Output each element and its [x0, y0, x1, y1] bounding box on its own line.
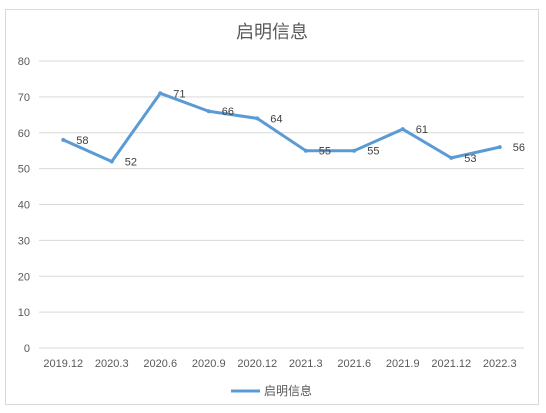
x-tick-label: 2022.3: [483, 358, 517, 370]
y-axis: 0 10 20 30 40 50 60 70 80: [18, 56, 30, 355]
x-tick-label: 2019.12: [43, 358, 83, 370]
data-point: [109, 159, 114, 164]
series-line: [61, 91, 502, 163]
data-label: 55: [367, 146, 379, 158]
data-point: [497, 145, 502, 150]
y-tick-label: 40: [18, 200, 30, 212]
x-tick-label: 2021.9: [386, 358, 420, 370]
data-point: [206, 109, 211, 114]
x-tick-label: 2020.12: [237, 358, 277, 370]
x-tick-label: 2020.9: [192, 358, 226, 370]
x-tick-label: 2020.3: [95, 358, 129, 370]
x-tick-label: 2021.6: [337, 358, 371, 370]
y-tick-label: 70: [18, 92, 30, 104]
y-tick-label: 10: [18, 307, 30, 319]
data-point: [303, 148, 308, 153]
y-tick-label: 50: [18, 164, 30, 176]
data-point: [61, 137, 66, 142]
data-label: 56: [513, 142, 525, 154]
data-label: 71: [173, 88, 185, 100]
legend: 启明信息: [231, 383, 312, 398]
x-axis: 2019.12 2020.3 2020.6 2020.9 2020.12 2021.3 20…: [43, 358, 516, 370]
legend-label: 启明信息: [264, 383, 312, 398]
y-tick-label: 80: [18, 56, 30, 68]
data-point: [449, 155, 454, 160]
x-tick-label: 2021.3: [289, 358, 323, 370]
data-point: [158, 91, 163, 96]
data-point: [352, 148, 357, 153]
y-tick-label: 30: [18, 235, 30, 247]
data-label: 58: [76, 135, 88, 147]
data-label: 61: [416, 124, 428, 136]
chart-title: 启明信息: [236, 22, 308, 43]
data-labels: 58 52 71 66 64 55 55 61 53 56: [76, 88, 525, 168]
chart-container: 启明信息 0 10 20 30 40 50 60 70 80 2019.12 2020.3 2020…: [5, 9, 539, 405]
data-label: 52: [125, 156, 137, 168]
line-chart: 启明信息 0 10 20 30 40 50 60 70 80 2019.12 2020.3 2020…: [18, 22, 525, 398]
series-layer: [61, 91, 502, 164]
x-tick-label: 2020.6: [143, 358, 177, 370]
y-tick-label: 60: [18, 128, 30, 140]
data-label: 55: [319, 146, 331, 158]
data-point: [255, 116, 260, 121]
data-point: [400, 127, 405, 132]
data-label: 64: [270, 113, 282, 125]
data-label: 66: [222, 106, 234, 118]
y-tick-label: 20: [18, 271, 30, 283]
y-tick-label: 0: [24, 343, 30, 355]
data-label: 53: [464, 153, 476, 165]
gridlines: [39, 60, 524, 349]
x-tick-label: 2021.12: [431, 358, 471, 370]
